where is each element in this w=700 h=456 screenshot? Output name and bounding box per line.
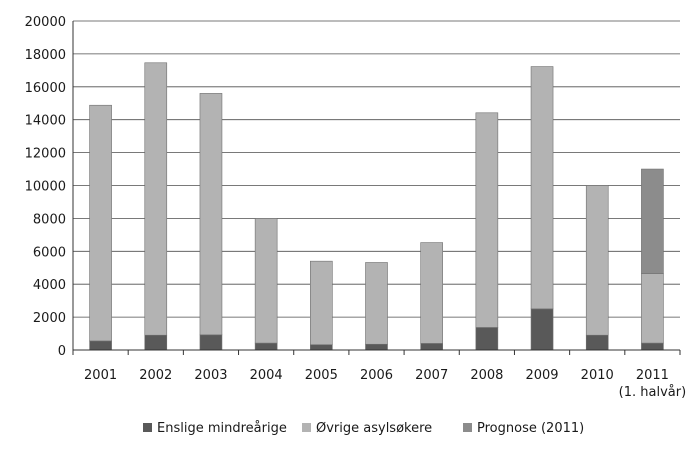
bar-segment xyxy=(144,62,168,336)
bar-segment xyxy=(89,104,112,342)
axes xyxy=(72,21,681,355)
bar-segment xyxy=(199,334,223,351)
y-tick-label: 12000 xyxy=(25,147,66,162)
x-tick-label: 2001 xyxy=(84,368,117,383)
bar-segment xyxy=(89,340,112,351)
y-tick-label: 20000 xyxy=(25,15,66,30)
legend-swatch xyxy=(302,423,311,432)
x-tick-label: 2008 xyxy=(470,368,503,383)
bar-segment xyxy=(365,262,388,345)
bar-segment xyxy=(585,185,609,336)
legend-label: Enslige mindreårige xyxy=(157,421,287,436)
legend-label: Prognose (2011) xyxy=(477,421,584,436)
y-tick-label: 0 xyxy=(58,344,66,359)
y-tick-label: 14000 xyxy=(25,114,66,129)
x-tick-label: 2011 xyxy=(636,368,669,383)
bar-segment xyxy=(254,218,278,344)
bar-segment xyxy=(310,344,333,351)
y-tick-label: 8000 xyxy=(33,212,66,227)
bar-segment xyxy=(641,168,664,274)
x-tick-labels: 2001 2002 2003 2004 2005 2006 2007 2008 2009 2010… xyxy=(84,368,686,400)
y-tick-label: 10000 xyxy=(25,180,66,195)
y-tick-labels: 0 2000 4000 6000 8000 10000 12000 14000 16000 180… xyxy=(25,15,66,359)
x-tick-sublabel: (1. halvår) xyxy=(619,385,687,400)
bar-segment xyxy=(144,334,168,351)
bars xyxy=(89,62,664,351)
bar-segment xyxy=(530,308,554,351)
x-tick-label: 2002 xyxy=(139,368,172,383)
y-tick-label: 18000 xyxy=(25,48,66,63)
legend-swatch xyxy=(463,423,472,432)
bar-segment xyxy=(365,343,388,351)
bar-segment xyxy=(641,342,664,351)
x-tick-label: 2009 xyxy=(525,368,558,383)
x-tick-label: 2010 xyxy=(581,368,614,383)
y-tick-label: 6000 xyxy=(33,245,66,260)
bar-segment xyxy=(530,66,554,310)
x-tick-label: 2003 xyxy=(194,368,227,383)
bar-segment xyxy=(254,342,278,351)
y-tick-label: 2000 xyxy=(33,311,66,326)
legend: Enslige mindreårige Øvrige asylsøkere Prog… xyxy=(143,421,584,436)
x-tick-label: 2004 xyxy=(250,368,283,383)
x-tick-label: 2007 xyxy=(415,368,448,383)
bar-segment xyxy=(641,273,664,344)
bar-segment xyxy=(199,93,223,336)
bar-segment xyxy=(310,260,333,346)
bar-segment xyxy=(475,327,499,351)
legend-swatch xyxy=(143,423,152,432)
y-tick-label: 16000 xyxy=(25,81,66,96)
gridlines xyxy=(73,20,680,318)
bar-segment xyxy=(420,242,443,344)
bar-segment xyxy=(475,112,499,328)
bar-segment xyxy=(420,343,443,351)
x-tick-label: 2005 xyxy=(305,368,338,383)
x-tick-label: 2006 xyxy=(360,368,393,383)
y-tick-label: 4000 xyxy=(33,278,66,293)
legend-label: Øvrige asylsøkere xyxy=(316,421,432,436)
bar-segment xyxy=(585,334,609,351)
